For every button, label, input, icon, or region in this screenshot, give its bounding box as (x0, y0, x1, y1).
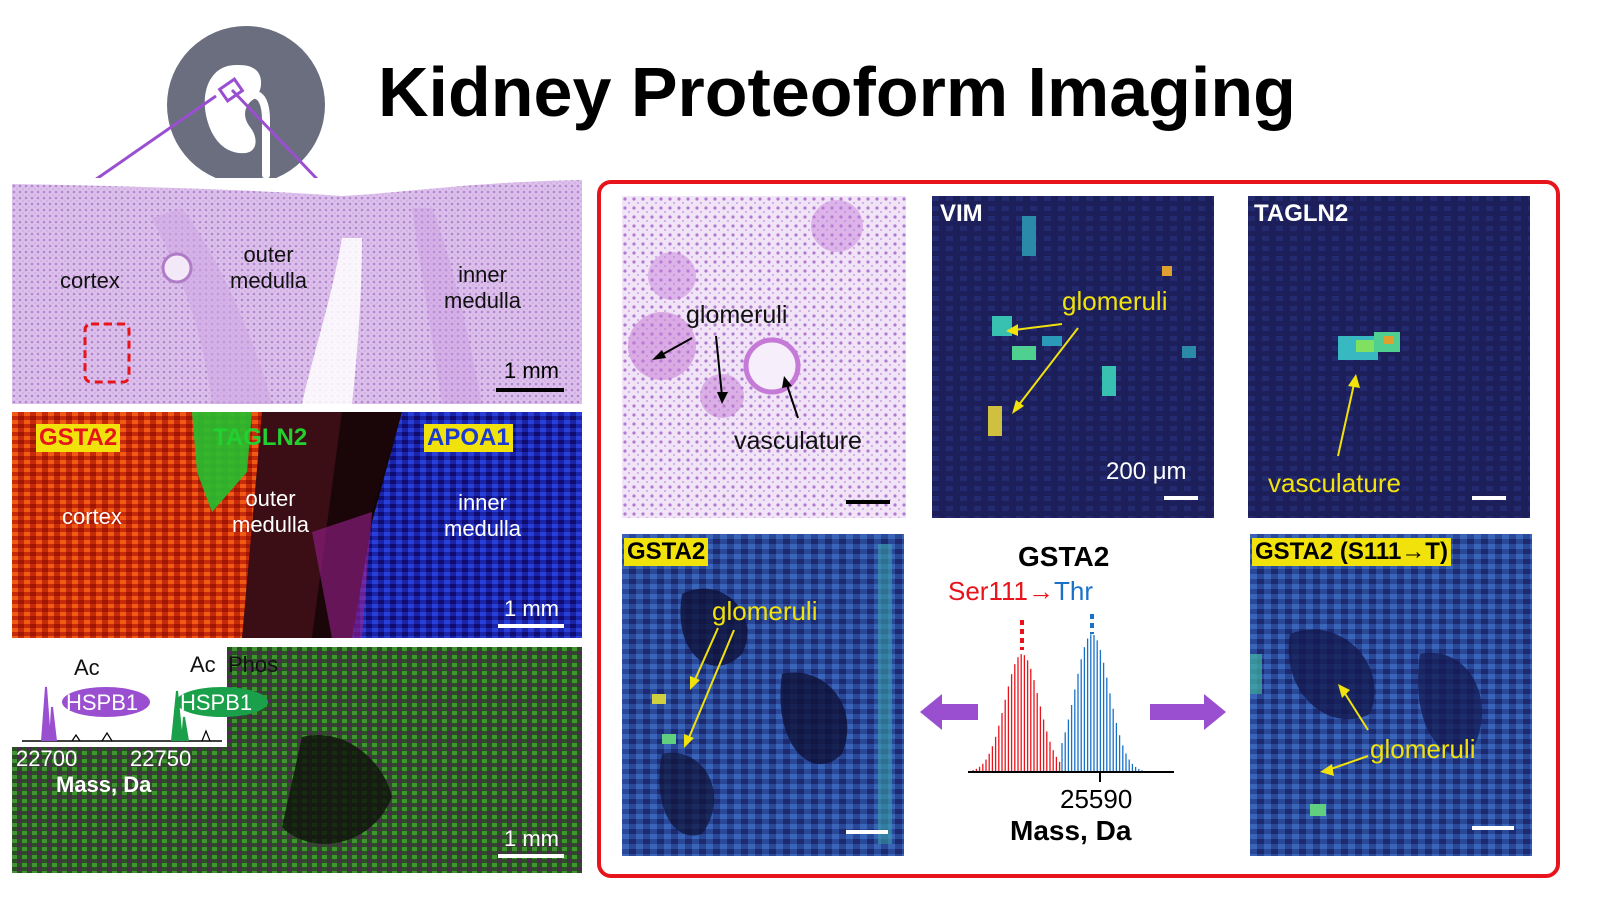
hspb1-scale-bar (498, 854, 564, 858)
gsta2-variant-scale-bar (1472, 826, 1514, 830)
gsta2-title: GSTA2 (624, 538, 709, 566)
tagln2-vasculature: vasculature (1268, 468, 1401, 498)
overlay-label-inner-medulla: inner medulla (444, 490, 522, 542)
tagln2-image (1248, 196, 1530, 518)
arrow-left (920, 694, 978, 730)
hspb1-section-image (12, 647, 582, 873)
overlay-label-cortex: cortex (62, 504, 122, 529)
gsta2-arrows (684, 627, 735, 748)
tagln2-title: TAGLN2 (1254, 200, 1349, 227)
vim-title: VIM (940, 200, 983, 227)
he-scale-label: 1 mm (504, 358, 559, 383)
spectrum-title: GSTA2 (1018, 541, 1110, 572)
overlay-tag-apoa1: APOA1 (424, 424, 513, 452)
vim-scale-bar (1164, 496, 1198, 500)
spectrum-variant-label: Ser111→Thr (948, 576, 1093, 607)
tagln2-scale-bar (1472, 496, 1506, 500)
hspb1-phos-label: Phos (228, 652, 279, 677)
overlay-scale-label: 1 mm (504, 596, 559, 621)
page-title: Kidney Proteoform Imaging (378, 53, 1296, 131)
vim-glomeruli: glomeruli (1062, 286, 1168, 316)
he-label-outer-medulla: outer medulla (230, 242, 308, 294)
he-section-image (12, 178, 582, 404)
spectrum-thr-label: Thr (1053, 576, 1093, 606)
hspb1-badge-a: HSPB1 (66, 690, 139, 715)
overlay-label-outer-medulla: outer medulla (232, 486, 310, 538)
zoom-he-arrows (652, 335, 799, 419)
gsta2-scale-bar (846, 830, 888, 834)
gsta2-variant-image (1250, 534, 1532, 856)
spectrum-plot (968, 614, 1174, 782)
spectrum-xlabel: Mass, Da (1010, 815, 1132, 846)
overlay-tag-tagln2: TAGLN2 (213, 424, 308, 451)
hspb1-tick-2: 22750 (130, 746, 192, 771)
spectrum-tick: 25590 (1060, 784, 1133, 814)
gsta2-variant-glomeruli: glomeruli (1370, 734, 1476, 764)
zoom-lines (91, 88, 320, 184)
zoom-he-glomeruli: glomeruli (686, 301, 788, 329)
zoom-he-vasculature: vasculature (734, 427, 862, 455)
overlay-scale-bar (498, 624, 564, 628)
vim-image (932, 196, 1214, 518)
overlay-tag-gsta2: GSTA2 (36, 424, 121, 452)
hspb1-badge-b: HSPB1 (180, 690, 253, 715)
hspb1-tick-1: 22700 (16, 746, 78, 771)
zoom-he-scale-bar (846, 500, 890, 504)
gsta2-glomeruli: glomeruli (712, 596, 818, 626)
hspb1-scale-label: 1 mm (504, 826, 559, 851)
zoom-he-image (622, 196, 906, 518)
spectrum-arrow-label: → (1027, 576, 1054, 606)
spectrum-ser-label: Ser111 (948, 576, 1028, 606)
hspb1-ac-label-1: Ac (74, 655, 100, 680)
hspb1-xlabel: Mass, Da (56, 772, 152, 797)
vim-scale-label: 200 μm (1106, 458, 1187, 485)
vim-arrows (1006, 323, 1079, 414)
he-label-cortex: cortex (60, 268, 120, 293)
gsta2-variant-arrows (1320, 684, 1369, 776)
he-scale-bar (496, 388, 564, 392)
he-label-inner-medulla: inner medulla (444, 262, 522, 314)
gsta2-variant-title: GSTA2 (S111→T) (1252, 538, 1451, 566)
gsta2-image (622, 534, 904, 856)
hspb1-ac-label-2: Ac (190, 652, 216, 677)
arrow-right (1150, 694, 1226, 730)
zoom-frame (597, 180, 1560, 878)
tagln2-arrow (1337, 374, 1360, 457)
overlay-section-image (12, 412, 582, 638)
